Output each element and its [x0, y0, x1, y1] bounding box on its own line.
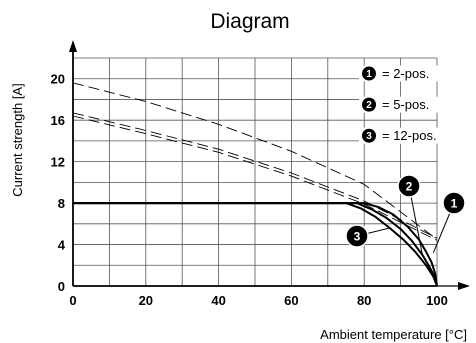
x-tick-label: 40 — [211, 293, 225, 308]
solid-curve-2 — [73, 202, 438, 287]
callout-number: 1 — [451, 197, 458, 211]
axes — [69, 40, 470, 290]
grid — [72, 57, 438, 287]
x-tick-label: 100 — [426, 293, 448, 308]
legend-label: = 12-pos. — [382, 128, 437, 143]
legend-marker-number: 2 — [366, 100, 372, 111]
chart-title: Diagram — [210, 10, 289, 33]
legend-item-1: 1 = 2-pos. — [359, 65, 465, 82]
y-tick-label: 16 — [51, 113, 65, 128]
legend-marker — [362, 128, 376, 143]
legend-background — [359, 127, 465, 144]
y-axis-arrow — [69, 40, 77, 52]
y-tick-label: 8 — [58, 196, 65, 211]
callout-marker-3 — [345, 224, 369, 248]
legend-background — [359, 65, 465, 82]
callout-number: 2 — [406, 180, 413, 194]
callout-number: 3 — [354, 230, 361, 244]
series-markers: 1 2 3 — [345, 174, 466, 256]
y-axis-label: Current strength [A] — [10, 83, 25, 196]
callout-marker-2 — [397, 174, 421, 198]
x-tick-label: 20 — [139, 293, 153, 308]
solid-curve-3 — [73, 202, 438, 287]
legend-marker — [362, 97, 376, 112]
legend: 1 = 2-pos. 2 = 5-pos. 3 = 12-pos. — [359, 65, 465, 144]
legend-label: = 5-pos. — [382, 97, 429, 112]
y-tick-label: 0 — [58, 279, 65, 294]
dashed-curve-1 — [72, 82, 438, 240]
y-tick-label: 4 — [58, 238, 66, 253]
legend-marker-number: 3 — [366, 131, 372, 142]
callout-marker-1 — [442, 191, 466, 215]
y-tick-label: 12 — [51, 155, 65, 170]
legend-item-2: 2 = 5-pos. — [359, 96, 465, 113]
series-layer — [72, 82, 438, 287]
legend-item-3: 3 = 12-pos. — [359, 127, 465, 144]
legend-marker-number: 1 — [366, 69, 372, 80]
x-tick-label: 60 — [284, 293, 298, 308]
legend-label: = 2-pos. — [382, 66, 429, 81]
legend-marker — [362, 66, 376, 81]
x-axis-label: Ambient temperature [°C] — [320, 327, 467, 342]
x-tick-label: 80 — [357, 293, 371, 308]
x-tick-label: 0 — [69, 293, 76, 308]
legend-background — [359, 96, 465, 113]
y-tick-label: 20 — [51, 72, 65, 87]
x-axis-arrow — [458, 282, 470, 290]
